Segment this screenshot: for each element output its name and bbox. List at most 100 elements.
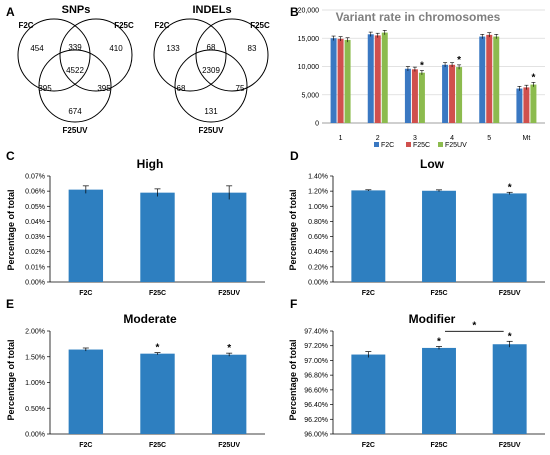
bar	[140, 353, 175, 434]
bar	[68, 189, 104, 282]
significance-star: *	[227, 343, 231, 354]
y-tick-label: 1.00%	[25, 380, 45, 387]
x-tick-label: F25C	[149, 290, 166, 297]
y-tick-label: 96.20%	[304, 417, 328, 424]
venn-circle-f2c	[17, 18, 91, 92]
y-tick-label: 0.50%	[25, 406, 45, 413]
bar	[449, 64, 456, 123]
venn-count: 2309	[202, 66, 220, 75]
panel-label-e: E	[6, 297, 14, 311]
y-tick-label: 0.02%	[25, 249, 45, 256]
significance-star: *	[531, 73, 535, 84]
y-tick-label: 0.05%	[25, 204, 45, 211]
bar	[479, 36, 486, 123]
venn-set-label: F25UV	[199, 126, 225, 135]
venn-count: 454	[30, 44, 44, 53]
chart-title-d: Low	[420, 157, 445, 171]
y-tick-label: 96.00%	[304, 432, 328, 439]
significance-star: *	[508, 182, 512, 193]
venn-count: 410	[109, 44, 123, 53]
bar	[344, 39, 351, 123]
panel-label-b: B	[290, 5, 299, 19]
y-tick-label: 1.00%	[308, 204, 328, 211]
x-tick-label: F25C	[149, 442, 166, 449]
bar	[211, 354, 247, 434]
venn-circle-f25c	[59, 18, 133, 92]
significance-star: *	[156, 343, 160, 354]
significance-star: *	[437, 336, 441, 347]
chart-title-c: High	[137, 157, 164, 171]
bar	[523, 87, 530, 123]
venn-snps: SNPs F2C F25C F25UV 454 410 339 4522 395…	[17, 4, 134, 135]
significance-star: *	[472, 320, 476, 331]
legend-swatch	[374, 142, 379, 147]
bar	[493, 36, 500, 123]
bar	[456, 67, 463, 123]
bar	[486, 34, 493, 123]
venn-circle-f2c	[153, 18, 227, 92]
y-tick-label: 96.60%	[304, 387, 328, 394]
chart-title-e: Moderate	[123, 312, 177, 326]
chart-modifier: 96.00% 96.20% 96.40% 96.60% 96.80% 97.00% 97.2…	[304, 320, 545, 449]
chart-high: 0.00% 0.01% 0.02% 0.03% 0.04% 0.05% 0.06% 0.07%…	[25, 174, 265, 297]
bar	[140, 192, 175, 282]
y-tick-label: 10,000	[298, 64, 320, 71]
y-tick-label: 1.40%	[308, 174, 328, 181]
venn-circle-f25c	[195, 18, 269, 92]
y-tick-label: 0.80%	[308, 219, 328, 226]
x-tick-label: F25UV	[218, 290, 240, 297]
venn-count: 131	[204, 107, 218, 116]
venn-count: 83	[248, 44, 257, 53]
legend-label: F2C	[381, 142, 394, 149]
panel-label-f: F	[290, 297, 297, 311]
y-tick-label: 0.01%	[25, 264, 45, 271]
x-tick-label: 1	[339, 135, 343, 142]
y-axis-title-c: Percentage of total	[6, 189, 16, 270]
panel-label-a: A	[6, 5, 15, 19]
chart-low: 0.00% 0.20% 0.40% 0.60% 0.80% 1.00% 1.20% 1.40%…	[308, 174, 545, 297]
venn-indels: INDELs F2C F25C F25UV 133 83 68 2309 68 …	[153, 4, 270, 135]
bar	[492, 193, 527, 282]
venn-circle-f25uv	[38, 49, 112, 123]
x-tick-label: 3	[413, 135, 417, 142]
significance-star: *	[508, 331, 512, 342]
legend-label: F25C	[413, 142, 430, 149]
venn-set-label: F25C	[250, 21, 270, 30]
chart-moderate: 0.00% 0.50% 1.00% 1.50% 2.00% F2C F25C * F25UV *	[25, 329, 265, 449]
x-tick-label: 4	[450, 135, 454, 142]
x-tick-label: 2	[376, 135, 380, 142]
y-tick-label: 15,000	[298, 36, 320, 43]
x-tick-label: Mt	[523, 135, 531, 142]
bar	[404, 68, 411, 123]
y-axis-title-e: Percentage of total	[6, 339, 16, 420]
bar	[418, 72, 425, 123]
venn-count: 339	[68, 43, 82, 52]
y-tick-label: 0.06%	[25, 189, 45, 196]
y-tick-label: 5,000	[301, 92, 319, 99]
y-tick-label: 0.03%	[25, 234, 45, 241]
significance-star: *	[457, 55, 461, 66]
y-tick-label: 97.40%	[304, 329, 328, 336]
venn-set-label: F25UV	[63, 126, 89, 135]
x-tick-label: F25C	[430, 442, 447, 449]
bar	[442, 64, 449, 123]
y-tick-label: 0.07%	[25, 174, 45, 181]
panel-label-d: D	[290, 149, 299, 163]
bar	[492, 344, 527, 434]
chart-variant-rate: 0 5,000 10,000 15,000 20,000 1 2 3 * 4 * 5 Mt * F2C F25…	[298, 8, 545, 149]
venn-set-label: F2C	[154, 21, 169, 30]
x-tick-label: F2C	[79, 442, 92, 449]
venn-circle-f25uv	[174, 49, 248, 123]
bar	[367, 34, 374, 123]
y-axis-title-d: Percentage of total	[288, 189, 298, 270]
x-tick-label: F2C	[362, 290, 375, 297]
bar	[422, 190, 456, 282]
x-tick-label: F25UV	[499, 442, 521, 449]
y-tick-label: 0.20%	[308, 264, 328, 271]
bar	[516, 88, 523, 123]
y-tick-label: 0.00%	[308, 280, 328, 287]
y-tick-label: 20,000	[298, 8, 320, 15]
y-tick-label: 96.80%	[304, 373, 328, 380]
chart-title-f: Modifier	[409, 312, 456, 326]
